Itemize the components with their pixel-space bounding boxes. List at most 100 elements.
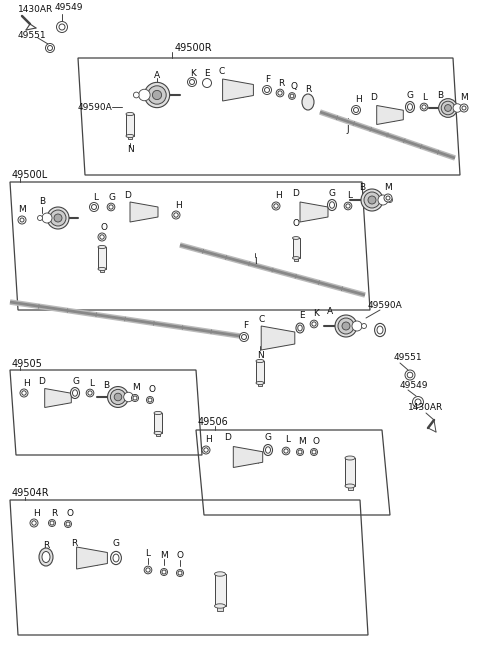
Text: 49590A: 49590A <box>368 302 403 310</box>
Text: 49551: 49551 <box>18 30 47 40</box>
Ellipse shape <box>264 444 273 455</box>
Text: L: L <box>348 192 352 200</box>
Bar <box>100 269 104 272</box>
Bar <box>128 136 132 139</box>
Circle shape <box>407 372 413 378</box>
Circle shape <box>20 389 28 397</box>
Circle shape <box>412 396 423 408</box>
Ellipse shape <box>256 359 264 363</box>
Text: L: L <box>145 550 151 558</box>
Circle shape <box>461 106 466 110</box>
Circle shape <box>133 396 137 400</box>
Text: C: C <box>259 316 265 324</box>
Text: M: M <box>298 436 306 446</box>
Circle shape <box>98 233 106 241</box>
Text: F: F <box>243 322 249 330</box>
Circle shape <box>387 198 393 202</box>
Circle shape <box>144 566 152 573</box>
Circle shape <box>361 189 383 211</box>
Text: O: O <box>177 552 183 560</box>
Circle shape <box>444 105 451 111</box>
Text: 49500L: 49500L <box>12 170 48 180</box>
Ellipse shape <box>408 103 412 110</box>
Text: O: O <box>67 509 73 518</box>
Circle shape <box>386 196 390 200</box>
Text: M: M <box>132 383 140 392</box>
Text: K: K <box>313 310 319 318</box>
Circle shape <box>107 203 115 211</box>
Circle shape <box>146 568 150 572</box>
Text: A: A <box>154 70 160 80</box>
Text: J: J <box>347 125 349 135</box>
Circle shape <box>384 194 392 202</box>
Text: G: G <box>112 538 120 548</box>
Circle shape <box>462 106 466 110</box>
Circle shape <box>282 447 290 455</box>
Circle shape <box>378 195 388 205</box>
Ellipse shape <box>39 548 53 566</box>
Circle shape <box>109 205 113 209</box>
Text: O: O <box>100 223 108 233</box>
Text: 49504R: 49504R <box>12 488 49 498</box>
Text: N: N <box>127 145 133 154</box>
Text: L: L <box>286 436 290 444</box>
Circle shape <box>420 103 428 111</box>
Circle shape <box>439 99 457 117</box>
Text: M: M <box>18 206 26 215</box>
Text: H: H <box>355 95 361 105</box>
Text: B: B <box>359 184 365 192</box>
Circle shape <box>177 570 183 577</box>
Circle shape <box>263 86 272 95</box>
Circle shape <box>364 192 380 208</box>
Circle shape <box>133 92 139 98</box>
Text: L: L <box>94 192 98 202</box>
Circle shape <box>278 91 282 95</box>
Text: E: E <box>204 70 210 78</box>
Polygon shape <box>130 202 158 222</box>
Circle shape <box>66 522 70 526</box>
Text: R: R <box>71 538 77 548</box>
Ellipse shape <box>98 245 106 249</box>
Circle shape <box>46 44 55 52</box>
Ellipse shape <box>154 432 162 435</box>
Circle shape <box>108 387 129 408</box>
Bar <box>345 458 355 486</box>
Text: G: G <box>264 434 272 442</box>
Ellipse shape <box>329 202 335 208</box>
Circle shape <box>422 105 426 109</box>
Bar <box>258 383 262 387</box>
Text: 1430AR: 1430AR <box>18 5 53 15</box>
Circle shape <box>241 335 247 339</box>
Circle shape <box>22 391 26 395</box>
Circle shape <box>132 394 139 402</box>
Circle shape <box>100 235 104 239</box>
Text: K: K <box>190 70 196 78</box>
Text: C: C <box>219 68 225 76</box>
Circle shape <box>298 450 302 454</box>
Circle shape <box>290 94 294 98</box>
Circle shape <box>178 571 182 575</box>
Circle shape <box>160 568 168 575</box>
Ellipse shape <box>298 325 302 331</box>
Text: F: F <box>265 76 271 84</box>
Polygon shape <box>261 326 295 350</box>
Circle shape <box>110 389 126 404</box>
Circle shape <box>405 370 415 380</box>
Circle shape <box>441 101 455 115</box>
Ellipse shape <box>256 381 264 385</box>
Circle shape <box>272 202 280 210</box>
Circle shape <box>312 450 316 454</box>
Text: H: H <box>23 379 29 387</box>
Text: G: G <box>328 190 336 198</box>
Text: E: E <box>299 312 305 320</box>
Text: B: B <box>103 381 109 389</box>
Text: 49590A: 49590A <box>78 103 113 111</box>
Circle shape <box>288 93 295 99</box>
Circle shape <box>368 196 376 204</box>
Circle shape <box>274 204 278 208</box>
Text: B: B <box>437 91 443 101</box>
Circle shape <box>139 90 150 101</box>
Text: H: H <box>33 509 39 518</box>
Text: G: G <box>407 91 413 101</box>
Ellipse shape <box>292 257 300 259</box>
